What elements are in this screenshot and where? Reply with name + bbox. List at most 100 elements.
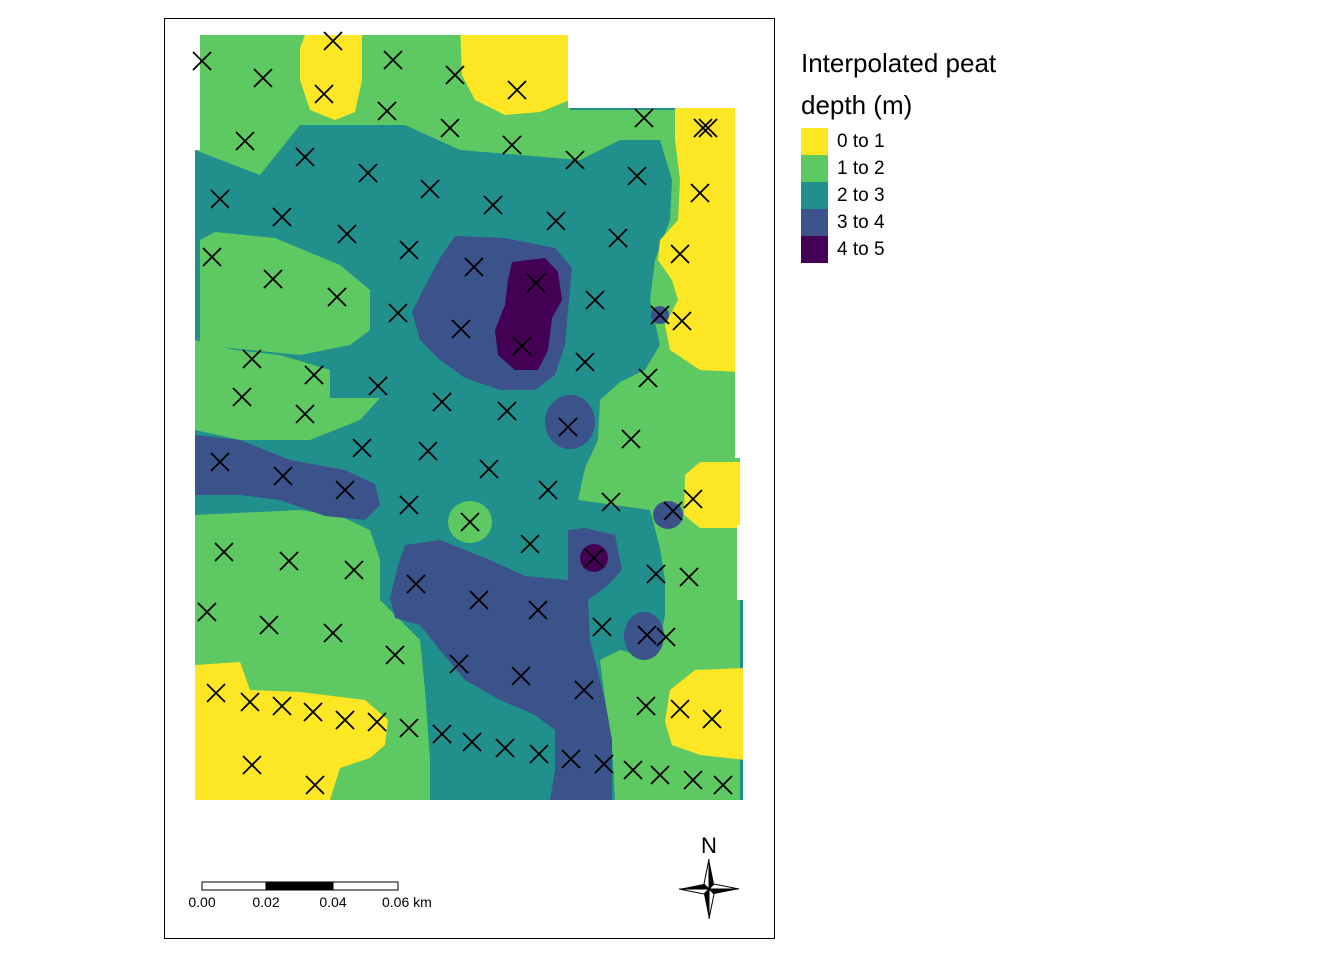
scale-tick-label: 0.00 [188, 894, 215, 910]
cross-icon [683, 770, 703, 790]
cross-icon [634, 108, 654, 128]
cross-icon [253, 68, 273, 88]
cross-icon [538, 480, 558, 500]
legend-label: 4 to 5 [837, 238, 885, 260]
cross-icon [650, 765, 670, 785]
cross-icon [601, 492, 621, 512]
cross-icon [594, 754, 614, 774]
cross-icon [232, 387, 252, 407]
cross-icon [495, 738, 515, 758]
scale-segment [201, 881, 267, 891]
cross-icon [565, 150, 585, 170]
north-arrow-icon: N [678, 833, 740, 920]
legend-item: 0 to 1 [801, 128, 1061, 155]
cross-icon [327, 287, 347, 307]
cross-icon [240, 692, 260, 712]
cross-icon [713, 775, 733, 795]
legend-swatch [801, 236, 828, 263]
map-frame [164, 18, 775, 939]
cross-icon [451, 319, 471, 339]
cross-icon [272, 207, 292, 227]
legend-swatch [801, 182, 828, 209]
cross-icon [561, 749, 581, 769]
cross-icon [479, 459, 499, 479]
cross-icon [352, 438, 372, 458]
cross-icon [214, 542, 234, 562]
cross-icon [305, 775, 325, 795]
cross-icon [358, 163, 378, 183]
cross-icon [638, 368, 658, 388]
cross-icon [511, 666, 531, 686]
cross-icon [690, 183, 710, 203]
cross-icon [399, 495, 419, 515]
cross-icon [197, 602, 217, 622]
cross-icon [202, 247, 222, 267]
legend-label: 0 to 1 [837, 130, 885, 152]
north-label: N [701, 833, 717, 858]
legend-item: 4 to 5 [801, 236, 1061, 263]
cross-icon [507, 80, 527, 100]
cross-icon [464, 257, 484, 277]
cross-icon [432, 392, 452, 412]
cross-icon [440, 118, 460, 138]
legend-item: 2 to 3 [801, 182, 1061, 209]
cross-icon [323, 31, 343, 51]
cross-icon [698, 118, 718, 138]
cross-icon [502, 135, 522, 155]
cross-icon [368, 376, 388, 396]
cross-icon [702, 709, 722, 729]
cross-icon [295, 147, 315, 167]
cross-icon [242, 349, 262, 369]
legend-item: 1 to 2 [801, 155, 1061, 182]
cross-icon [558, 417, 578, 437]
cross-icon [672, 311, 692, 331]
cross-icon [420, 179, 440, 199]
cross-icon [636, 696, 656, 716]
cross-icon [469, 590, 489, 610]
cross-icon [670, 244, 690, 264]
scale-bar: 0.00 0.02 0.04 0.06 km [188, 881, 432, 910]
cross-icon [273, 466, 293, 486]
cross-icon [683, 489, 703, 509]
legend: Interpolated peat depth (m) 0 to 1 1 to 2… [801, 42, 1061, 263]
cross-icon [650, 305, 670, 325]
cross-icon [279, 551, 299, 571]
cross-icon [526, 273, 546, 293]
cross-icon [304, 365, 324, 385]
cross-icon [679, 567, 699, 587]
legend-swatch [801, 128, 828, 155]
cross-icon [344, 560, 364, 580]
cross-icon [314, 84, 334, 104]
scale-segment [332, 881, 399, 891]
cross-icon [608, 228, 628, 248]
cross-icon [460, 512, 480, 532]
cross-icon [206, 683, 226, 703]
cross-icon [383, 50, 403, 70]
cross-icon [462, 732, 482, 752]
cross-icon [445, 65, 465, 85]
legend-label: 2 to 3 [837, 184, 885, 206]
cross-icon [623, 760, 643, 780]
sample-points [192, 31, 733, 795]
cross-icon [592, 617, 612, 637]
cross-icon [385, 645, 405, 665]
interpolated-surface [195, 35, 743, 800]
cross-icon [574, 680, 594, 700]
cross-icon [512, 336, 532, 356]
scale-segment [265, 881, 334, 891]
cross-icon [295, 404, 315, 424]
legend-swatch [801, 209, 828, 236]
cross-icon [637, 625, 657, 645]
legend-label: 1 to 2 [837, 157, 885, 179]
legend-label: 3 to 4 [837, 211, 885, 233]
cross-icon [259, 615, 279, 635]
legend-items: 0 to 1 1 to 2 2 to 3 3 to 4 4 to 5 [801, 128, 1061, 263]
cross-icon [337, 224, 357, 244]
cross-icon [418, 441, 438, 461]
cross-icon [335, 710, 355, 730]
cross-icon [377, 101, 397, 121]
cross-icon [406, 574, 426, 594]
cross-icon [449, 654, 469, 674]
legend-item: 3 to 4 [801, 209, 1061, 236]
